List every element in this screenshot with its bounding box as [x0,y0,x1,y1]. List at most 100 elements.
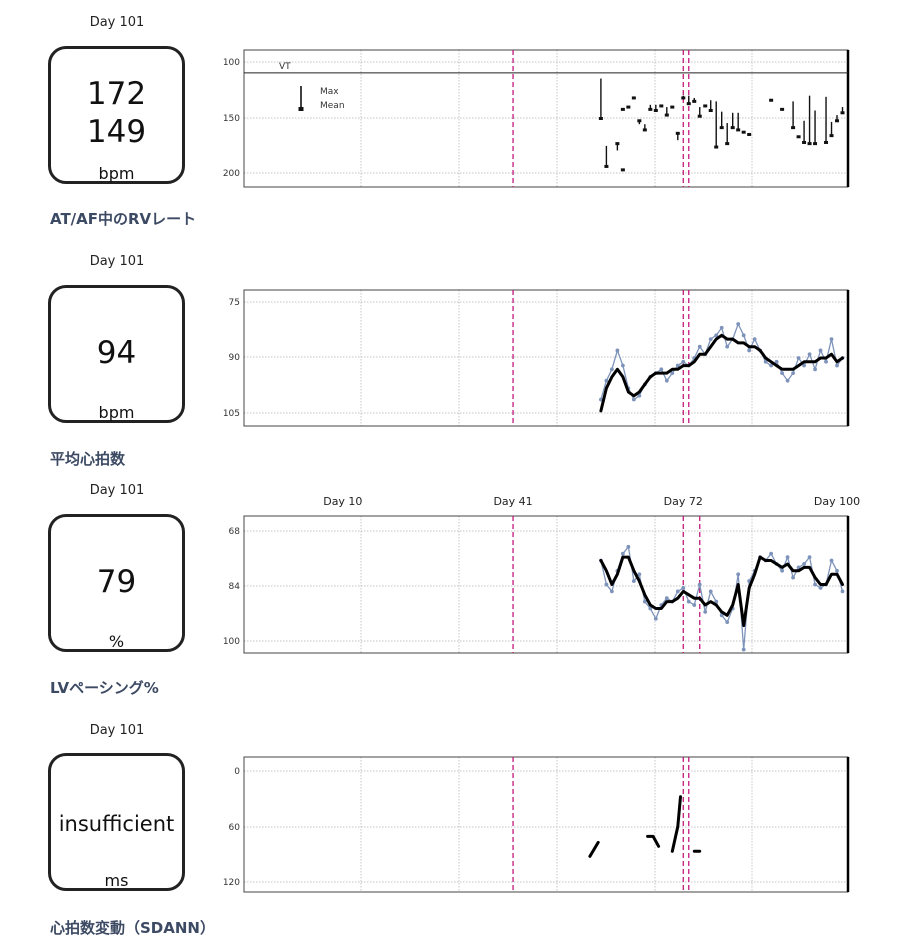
raw-data-point [692,603,697,607]
rv-rate-mean-mark [620,168,625,172]
raw-data-point [631,397,636,402]
raw-data-point [626,544,631,549]
rv-rate-mean-mark [648,107,653,111]
panel-2-value: 94 [96,335,137,371]
panel-4-title[interactable]: 心拍数変動（SDANN） [50,919,215,937]
x-axis-day-label: Day 100 [814,495,860,508]
rv-rate-mean-mark [725,142,730,146]
raw-data-point [741,333,746,338]
panel-1-mean-value: 149 [86,114,147,150]
raw-data-point [763,359,768,364]
panel-4-unit: ms [104,871,129,890]
raw-data-point [664,596,669,601]
rv-rate-mean-mark [824,140,829,144]
trend-series-line [599,333,844,413]
raw-data-point [791,575,795,580]
raw-data-point [631,579,636,583]
raw-data-point [796,356,801,360]
rv-rate-mean-mark [681,96,686,100]
raw-data-point [780,371,785,376]
raw-data-point [604,378,609,383]
raw-data-point [824,359,828,364]
panel-2-day-label: Day 101 [89,254,145,269]
x-axis-day-label: Day 10 [323,495,362,508]
panel-1-day-label: Day 101 [89,15,145,30]
panel-2-title[interactable]: 平均心拍数 [50,450,126,468]
raw-data-point [609,367,614,372]
raw-series-line [600,545,844,650]
raw-data-point [829,337,834,342]
raw-data-point [802,562,806,566]
raw-data-point [818,586,823,590]
raw-data-point [736,572,741,577]
y-tick-label: 0 [234,767,240,777]
raw-data-point [675,589,680,594]
raw-data-point [697,582,702,587]
rv-rate-mean-mark [620,107,625,111]
raw-data-point [708,589,713,594]
rv-rate-mean-mark [692,99,697,103]
panel-1-value-card: 172 149 bpm [48,46,185,184]
rv-rate-mean-mark [802,140,807,144]
raw-data-point [604,582,609,587]
panel-4-day-label: Day 101 [89,723,145,738]
rv-rate-mean-mark [604,164,609,168]
vt-threshold-label: VT [279,62,291,72]
raw-data-point [681,359,686,364]
y-tick-label: 150 [223,114,240,124]
rv-rate-mean-mark [714,145,719,149]
sdann-trend-segment [646,834,661,848]
rv-rate-mean-mark [807,142,812,146]
raw-data-point [741,647,746,652]
rv-rate-mean-mark [840,111,845,115]
rv-rate-mean-mark [615,142,620,146]
rv-rate-mean-mark [703,104,708,108]
raw-data-point [813,582,817,587]
panel-1-unit: bpm [98,164,135,183]
rv-rate-mean-mark [653,109,658,113]
panel-2-value-card: 94 bpm [48,285,185,423]
raw-data-point [747,348,752,353]
raw-data-point [785,555,790,559]
y-tick-label: 100 [223,58,240,68]
rv-rate-mean-mark [741,130,746,134]
rv-rate-mean-mark [829,134,834,138]
rv-rate-mean-mark [730,126,735,130]
rv-rate-mean-mark [835,119,840,123]
raw-data-point [818,348,823,353]
rv-rate-mean-mark [686,102,691,106]
raw-data-point [686,599,691,604]
rv-rate-mean-mark [675,131,680,135]
x-axis-day-label: Day 72 [664,495,703,508]
y-tick-label: 84 [229,582,241,592]
rv-rate-mean-mark [637,119,642,123]
sdann-trend-segment [588,840,600,858]
raw-data-point [620,363,625,368]
y-tick-label: 120 [223,878,240,888]
legend-mean-marker [298,107,304,111]
panel-3-title[interactable]: LVペーシング% [50,679,159,697]
y-tick-label: 60 [229,823,241,833]
rv-rate-mean-mark [598,117,603,120]
panel-2-unit: bpm [98,403,135,422]
rv-rate-mean-mark [659,104,664,108]
y-tick-label: 100 [223,637,240,647]
chart-panel-2: 75 90 105 [223,289,850,427]
panel-4-value-card: insufficient ms [48,753,185,891]
raw-data-point [774,359,779,364]
panel-3-value-card: 79 % [48,514,185,652]
trend-series-line [599,555,844,628]
raw-data-point [791,371,795,376]
sdann-trend-segment [670,795,682,853]
rv-rate-mean-mark [664,113,669,117]
panel-1-title[interactable]: AT/AF中のRVレート [50,210,197,228]
raw-data-point [802,363,806,368]
raw-data-point [736,322,741,326]
rv-rate-mean-mark [780,107,785,111]
y-tick-label: 200 [223,169,240,179]
rv-rate-mean-mark [791,126,796,130]
rv-rate-mean-mark [697,114,702,118]
rv-rate-mean-mark [769,98,774,102]
plot-frame [243,289,849,427]
